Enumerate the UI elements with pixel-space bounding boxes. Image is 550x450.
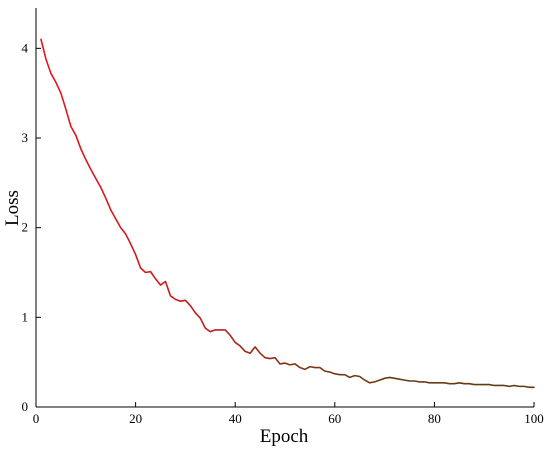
x-tick-label: 40 xyxy=(229,411,242,426)
y-tick-label: 3 xyxy=(22,130,29,145)
y-axis-label: Loss xyxy=(2,190,23,226)
plot-area: 0 20 40 60 80 100 0 1 2 3 4 xyxy=(22,8,544,426)
x-tick-label: 20 xyxy=(129,411,142,426)
y-tick-label: 1 xyxy=(22,309,29,324)
y-tick-label: 4 xyxy=(22,40,29,55)
x-tick-label: 100 xyxy=(524,411,544,426)
loss-series-line xyxy=(40,38,535,389)
x-tick-label: 60 xyxy=(328,411,341,426)
y-tick-label: 0 xyxy=(22,399,29,414)
x-axis-label: Epoch xyxy=(260,426,309,447)
x-tick-label: 80 xyxy=(428,411,441,426)
y-tick-label: 2 xyxy=(22,220,29,235)
x-tick-label: 0 xyxy=(33,411,40,426)
